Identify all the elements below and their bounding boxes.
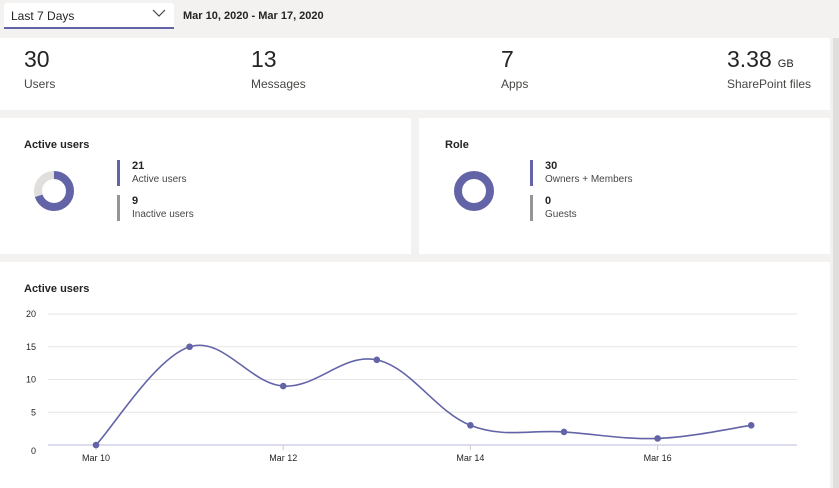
data-point xyxy=(186,343,193,351)
legend-label: Owners + Members xyxy=(545,174,633,185)
card-title: Role xyxy=(445,139,469,151)
stat-users: 30 Users xyxy=(24,46,55,91)
stat-label: Users xyxy=(24,77,56,91)
stat-value: 7 xyxy=(501,46,514,72)
legend-active: 21 Active users xyxy=(117,160,186,186)
y-tick-label: 20 xyxy=(26,309,36,319)
stat-value: 13 xyxy=(251,46,277,72)
x-tick-label: Mar 14 xyxy=(456,453,484,463)
legend-label: Guests xyxy=(545,209,577,220)
scrollbar[interactable] xyxy=(833,38,839,488)
y-tick-label: 15 xyxy=(26,342,36,352)
dropdown-value: Last 7 Days xyxy=(11,9,75,23)
donut-active-segment xyxy=(34,171,74,211)
data-point xyxy=(373,356,381,364)
legend-value: 0 xyxy=(545,195,552,207)
stat-label: Messages xyxy=(251,77,306,91)
legend-label: Inactive users xyxy=(132,209,194,220)
legend-inactive: 9 Inactive users xyxy=(117,195,194,221)
active-users-line-chart: 0 5 10 15 20 Mar 10 Mar 12 Mar 14 Mar 16 xyxy=(26,309,797,463)
stat-unit: GB xyxy=(777,58,794,70)
y-tick-label: 5 xyxy=(31,407,36,417)
x-tick-label: Mar 12 xyxy=(269,453,297,463)
legend-guests: 0 Guests xyxy=(530,195,577,221)
legend-value: 21 xyxy=(132,160,145,172)
chevron-down-icon xyxy=(152,9,166,17)
card-title: Active users xyxy=(24,139,90,151)
stat-label: Apps xyxy=(501,77,529,91)
legend-owners: 30 Owners + Members xyxy=(530,160,633,186)
chart-title: Active users xyxy=(24,283,90,295)
legend-label: Active users xyxy=(132,174,187,185)
summary-stats: 30 Users 13 Messages 7 Apps 3.38 GB SharePoin… xyxy=(0,38,830,110)
active-users-card: Active users 21 Active users 9 Inactive us… xyxy=(0,118,411,254)
legend-value: 30 xyxy=(545,160,558,172)
role-card: Role 30 Owners + Members 0 Guests xyxy=(419,118,830,254)
data-point xyxy=(747,422,755,429)
stat-label: SharePoint files xyxy=(727,77,812,91)
data-point xyxy=(560,428,568,436)
stat-value: 30 xyxy=(24,46,50,72)
x-tick-label: Mar 10 xyxy=(82,453,110,463)
date-range-dropdown[interactable]: Last 7 Days xyxy=(4,3,174,29)
active-users-chart-card: Active users 0 5 10 15 20 Mar 10 Mar 12 Mar 14 M… xyxy=(0,262,830,488)
stat-sharepoint: 3.38 GB SharePoint files xyxy=(727,46,811,91)
data-point xyxy=(92,441,100,449)
stat-value: 3.38 xyxy=(727,46,772,72)
y-tick-label: 10 xyxy=(26,375,36,385)
legend-value: 9 xyxy=(132,195,139,207)
data-point xyxy=(654,435,661,442)
x-tick-label: Mar 16 xyxy=(644,453,672,463)
data-point xyxy=(467,422,474,429)
role-donut xyxy=(454,171,494,211)
stat-apps: 7 Apps xyxy=(501,46,528,91)
stat-messages: 13 Messages xyxy=(251,46,306,91)
active-users-donut xyxy=(34,171,74,211)
series-line xyxy=(95,344,752,446)
date-range-text: Mar 10, 2020 - Mar 17, 2020 xyxy=(183,10,324,22)
y-tick-label: 0 xyxy=(31,446,36,456)
data-point xyxy=(279,382,287,390)
